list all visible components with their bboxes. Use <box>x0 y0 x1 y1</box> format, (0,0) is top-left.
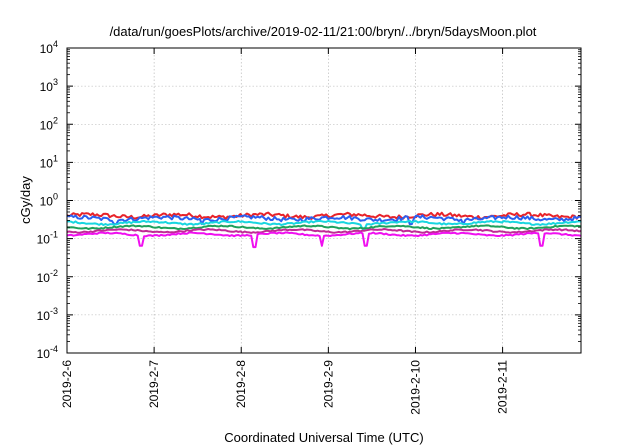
series-line <box>66 219 582 230</box>
x-axis-label: Coordinated Universal Time (UTC) <box>224 430 423 445</box>
y-tick-label: 104 <box>40 39 58 56</box>
x-tick-label: 2019-2-10 <box>408 360 422 415</box>
series-line <box>66 211 582 220</box>
x-tick-label: 2019-2-6 <box>60 360 74 408</box>
series-line <box>66 231 582 249</box>
x-axis: 2019-2-6 2019-2-7 2019-2-8 2019-2-9 2019-2-1… <box>60 48 510 415</box>
x-tick-label: 2019-2-7 <box>147 360 161 408</box>
y-tick-label: 10-2 <box>37 268 58 285</box>
x-tick-label: 2019-2-8 <box>234 360 248 408</box>
series-line <box>66 228 582 234</box>
series-line <box>66 214 582 226</box>
y-tick-label: 10-4 <box>37 344 58 361</box>
y-axis-label: cGy/day <box>18 176 33 224</box>
series-line <box>66 224 582 231</box>
x-tick-label: 2019-2-9 <box>321 360 335 408</box>
y-tick-label: 10-1 <box>37 230 58 247</box>
y-tick-label: 10-3 <box>37 306 58 323</box>
y-tick-label: 102 <box>40 115 58 132</box>
x-tick-label: 2019-2-11 <box>496 360 510 414</box>
y-tick-label: 103 <box>40 77 58 94</box>
y-tick-label: 101 <box>40 153 58 170</box>
chart-title: /data/run/goesPlots/archive/2019-02-11/2… <box>110 24 537 39</box>
y-axis: 104 103 102 101 100 10-1 10-2 10-3 10-4 <box>37 39 581 361</box>
y-tick-label: 100 <box>40 192 58 209</box>
series-group <box>66 211 582 249</box>
grid-lines <box>66 47 581 354</box>
